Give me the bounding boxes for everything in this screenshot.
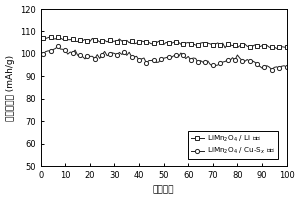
LiMn$_2$O$_4$ / Cu-S$_x$ 电池 <box>41 53 45 55</box>
LiMn$_2$O$_4$ / Cu-S$_x$ 电池 <box>278 67 281 70</box>
LiMn$_2$O$_4$ / Li 电池 <box>189 43 193 45</box>
LiMn$_2$O$_4$ / Cu-S$_x$ 电池 <box>169 57 173 59</box>
LiMn$_2$O$_4$ / Li 电池 <box>100 40 104 42</box>
Legend: LiMn$_2$O$_4$ / Li 电池, LiMn$_2$O$_4$ / Cu-S$_x$ 电池: LiMn$_2$O$_4$ / Li 电池, LiMn$_2$O$_4$ / C… <box>188 131 278 159</box>
LiMn$_2$O$_4$ / Cu-S$_x$ 电池 <box>189 59 193 61</box>
LiMn$_2$O$_4$ / Li 电池 <box>278 45 281 48</box>
LiMn$_2$O$_4$ / Li 电池 <box>268 46 271 49</box>
LiMn$_2$O$_4$ / Li 电池 <box>91 37 94 40</box>
Y-axis label: 放电比容量 (mAh/g): 放电比容量 (mAh/g) <box>6 54 15 121</box>
LiMn$_2$O$_4$ / Li 电池 <box>285 46 288 49</box>
LiMn$_2$O$_4$ / Cu-S$_x$ 电池 <box>270 68 274 71</box>
LiMn$_2$O$_4$ / Cu-S$_x$ 电池 <box>268 66 271 68</box>
LiMn$_2$O$_4$ / Li 电池 <box>275 47 278 50</box>
LiMn$_2$O$_4$ / Cu-S$_x$ 电池 <box>285 66 288 68</box>
Line: LiMn$_2$O$_4$ / Cu-S$_x$ 电池: LiMn$_2$O$_4$ / Cu-S$_x$ 电池 <box>41 44 289 72</box>
LiMn$_2$O$_4$ / Cu-S$_x$ 电池 <box>56 45 60 47</box>
Line: LiMn$_2$O$_4$ / Li 电池: LiMn$_2$O$_4$ / Li 电池 <box>41 35 289 51</box>
LiMn$_2$O$_4$ / Li 电池 <box>169 42 173 45</box>
LiMn$_2$O$_4$ / Li 电池 <box>49 36 52 38</box>
X-axis label: 循环次数: 循环次数 <box>153 185 174 194</box>
LiMn$_2$O$_4$ / Cu-S$_x$ 电池 <box>100 53 104 56</box>
LiMn$_2$O$_4$ / Li 电池 <box>41 36 45 39</box>
LiMn$_2$O$_4$ / Cu-S$_x$ 电池 <box>91 55 94 57</box>
